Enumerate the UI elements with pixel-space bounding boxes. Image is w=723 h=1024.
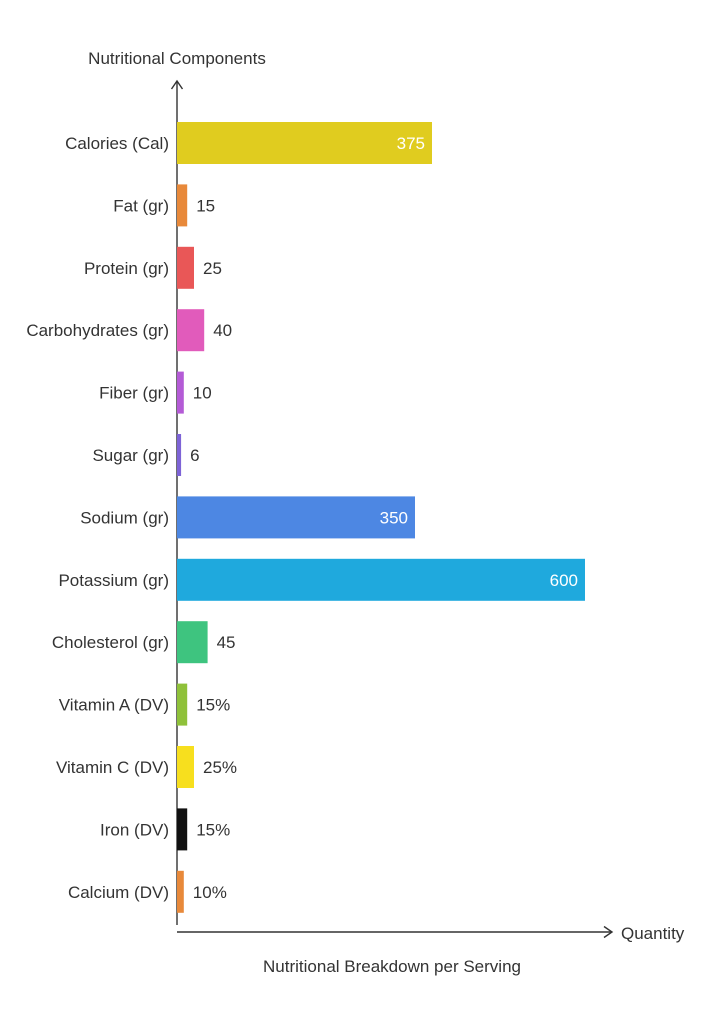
bar [177,246,194,289]
category-label: Sugar (gr) [92,446,169,465]
value-label: 25% [203,758,237,777]
category-label: Iron (DV) [100,820,169,839]
value-label: 10 [193,384,212,403]
bar [177,122,432,164]
value-label: 375 [397,134,425,153]
bar [177,371,184,414]
category-label: Cholesterol (gr) [52,633,169,652]
bar [177,496,415,539]
y-axis-arrow-icon [170,79,184,90]
value-label: 40 [213,321,232,340]
value-label: 15 [196,196,215,215]
bar [177,870,184,913]
value-label: 6 [190,446,199,465]
x-axis [177,925,614,939]
value-label: 10% [193,883,227,902]
category-label: Carbohydrates (gr) [26,321,169,340]
bars-group: Calories (Cal) 375 Fat (gr) 15 Protein (gr) 2… [26,122,585,913]
category-label: Potassium (gr) [58,571,169,590]
bar [177,621,208,664]
bar [177,558,585,601]
category-label: Fiber (gr) [99,384,169,403]
category-label: Calcium (DV) [68,883,169,902]
value-label: 45 [217,633,236,652]
bar [177,434,182,476]
x-axis-title: Quantity [621,924,685,943]
value-label: 25 [203,259,222,278]
bar [177,746,194,788]
value-label: 15% [196,696,230,715]
bar [177,683,188,726]
value-label: 350 [380,508,408,527]
chart-caption: Nutritional Breakdown per Serving [263,957,521,976]
bar [177,184,188,227]
category-label: Vitamin A (DV) [59,696,169,715]
category-label: Calories (Cal) [65,134,169,153]
value-label: 15% [196,820,230,839]
bar [177,309,205,352]
category-label: Fat (gr) [113,196,169,215]
category-label: Sodium (gr) [80,508,169,527]
bar [177,808,188,851]
category-label: Vitamin C (DV) [56,758,169,777]
value-label: 600 [550,571,578,590]
y-axis-title: Nutritional Components [88,49,266,68]
category-label: Protein (gr) [84,259,169,278]
x-axis-arrow-icon [603,925,614,939]
